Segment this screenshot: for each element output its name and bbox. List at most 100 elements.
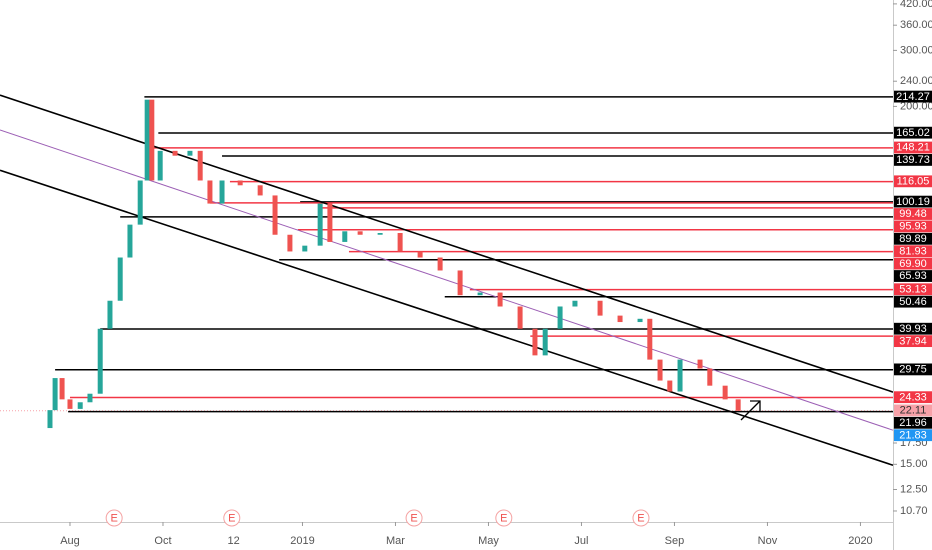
price-label-box [894, 208, 932, 220]
y-tick-label: 240.00 [900, 75, 932, 87]
candle [667, 380, 673, 392]
price-label-box [894, 90, 932, 103]
earnings-marker [495, 509, 513, 527]
price-label-box [894, 257, 932, 270]
candle [272, 195, 278, 235]
earnings-marker [405, 509, 423, 527]
candle [342, 231, 348, 242]
plot-area [0, 94, 894, 466]
price-label: 214.27 [896, 91, 930, 103]
candle [52, 378, 58, 411]
candle [172, 150, 178, 156]
candle [697, 359, 703, 369]
candle [532, 328, 538, 356]
price-label: 99.48 [899, 208, 927, 220]
price-label-box [894, 404, 932, 417]
price-label: 100.19 [896, 196, 930, 208]
price-label: 148.21 [896, 142, 930, 154]
price-label: 21.83 [899, 429, 927, 441]
candle [157, 150, 163, 181]
price-label: 21.96 [899, 417, 927, 429]
candle [597, 300, 603, 316]
price-label-box [894, 335, 932, 348]
candle [207, 180, 213, 204]
candle [59, 378, 65, 400]
candle [117, 257, 123, 301]
candle [637, 318, 643, 323]
price-label-box [894, 322, 932, 335]
candle [735, 399, 741, 411]
candle [317, 203, 323, 246]
x-tick-label: Jul [574, 535, 588, 547]
price-label: 50.46 [899, 296, 927, 308]
price-label-box [894, 283, 932, 296]
x-tick-label: Aug [60, 535, 80, 547]
y-tick-label: 360.00 [900, 19, 932, 31]
candle [127, 224, 133, 258]
candle [107, 300, 113, 329]
y-tick-label: 420.00 [900, 0, 932, 10]
candle [257, 185, 263, 196]
candle [357, 231, 363, 235]
candle [437, 257, 443, 271]
candle [47, 410, 53, 429]
candle [377, 233, 383, 235]
price-label: 89.89 [899, 233, 927, 245]
candle [542, 328, 548, 356]
candle [572, 300, 578, 307]
price-label-box [894, 175, 932, 188]
candle [77, 402, 83, 409]
candle [517, 306, 523, 329]
candle [149, 99, 155, 181]
candle [397, 233, 403, 252]
candle [497, 292, 503, 307]
candle [657, 359, 663, 381]
price-label-box [894, 141, 932, 154]
price-label: 116.05 [897, 176, 930, 188]
candle [144, 99, 150, 181]
candle [477, 292, 483, 296]
price-label-box [894, 154, 932, 166]
candle [707, 368, 713, 386]
candle [647, 318, 653, 360]
price-label: 81.93 [899, 245, 927, 257]
price-label: 37.94 [899, 335, 927, 347]
price-label-box [894, 232, 932, 245]
price-label-box [894, 429, 932, 442]
price-label-box [894, 391, 932, 404]
price-label: 24.33 [899, 391, 927, 403]
candle [87, 393, 93, 403]
candle [197, 150, 203, 181]
x-tick-label: 2020 [848, 535, 872, 547]
price-label: 29.75 [899, 364, 927, 376]
candle [417, 251, 423, 258]
candle [722, 385, 728, 400]
x-tick-label: May [478, 535, 499, 547]
y-tick-label: 10.70 [900, 505, 928, 517]
price-label: 65.93 [899, 270, 927, 282]
price-label: 39.93 [899, 323, 927, 335]
arrow [740, 400, 761, 421]
earnings-label: E [500, 512, 507, 524]
candle [187, 150, 193, 156]
earnings-label: E [637, 512, 644, 524]
candle [457, 270, 463, 296]
x-tick-label: Sep [665, 535, 685, 547]
y-tick-label: 15.00 [900, 458, 928, 470]
price-label-box [894, 245, 932, 258]
price-label: 95.93 [899, 221, 927, 233]
candle [327, 203, 333, 242]
earnings-label: E [410, 512, 417, 524]
price-label: 22.11 [900, 405, 927, 417]
price-label: 139.73 [896, 154, 930, 166]
y-tick-label: 200.00 [900, 100, 932, 112]
price-label-box [894, 220, 932, 233]
earnings-marker [632, 509, 650, 527]
x-tick-label: 2019 [290, 535, 314, 547]
earnings-marker [105, 509, 123, 527]
candle [557, 306, 563, 329]
y-tick-label: 12.50 [900, 483, 928, 495]
candle [97, 328, 103, 394]
